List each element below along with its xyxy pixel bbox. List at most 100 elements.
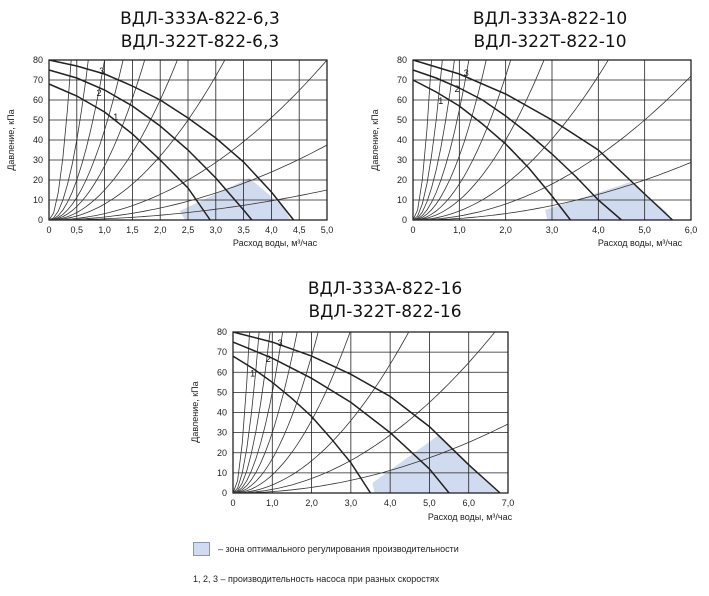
x-tick-label: 4,0 (592, 225, 605, 235)
y-tick-label: 70 (397, 75, 407, 85)
x-axis-label: Расход воды, м³/час (233, 238, 318, 248)
pump-curve-label: 1 (250, 368, 255, 378)
pump-curve-label: 1 (438, 96, 443, 106)
pump-curve-label: 2 (97, 88, 102, 98)
plot-frame (412, 59, 692, 221)
resistance-curves (49, 60, 327, 220)
y-tick-label: 10 (397, 195, 407, 205)
x-tick-label: 1,5 (126, 225, 139, 235)
chart-title-line-2: ВДЛ-322Т-822-10 (473, 32, 627, 52)
optimal-zone-area (372, 434, 501, 493)
x-tick-label: 2,0 (154, 225, 167, 235)
x-tick-label: 4,0 (384, 498, 397, 508)
chart-title-line-1: ВДЛ-333А-822-6,3 (120, 9, 280, 29)
resistance-curves (233, 332, 508, 493)
y-tick-label: 20 (397, 175, 407, 185)
y-tick-label: 70 (33, 75, 43, 85)
y-tick-label: 80 (217, 327, 227, 337)
y-tick-label: 0 (402, 215, 407, 225)
resistance-curve (49, 60, 178, 220)
x-tick-label: 3,0 (210, 225, 223, 235)
resistance-curve (413, 60, 487, 220)
pump-curve-label: 2 (455, 84, 460, 94)
x-tick-label: 1,0 (98, 225, 111, 235)
y-tick-label: 30 (217, 428, 227, 438)
y-tick-label: 50 (33, 115, 43, 125)
resistance-curve (49, 189, 327, 220)
x-axis-label: Расход воды, м³/час (598, 238, 683, 248)
x-tick-label: 4,0 (265, 225, 278, 235)
x-axis-label: Расход воды, м³/час (428, 512, 513, 522)
resistance-curve (233, 332, 410, 493)
x-tick-label: 0 (410, 225, 415, 235)
x-tick-label: 7,0 (502, 498, 515, 508)
pump-curve-1 (412, 79, 572, 221)
resistance-curve (49, 60, 327, 220)
y-tick-label: 70 (217, 347, 227, 357)
x-tick-label: 3,5 (237, 225, 250, 235)
chart-title: ВДЛ-333А-822-16 ВДЛ-322Т-822-16 (260, 278, 510, 324)
y-tick-label: 40 (397, 135, 407, 145)
resistance-curve (233, 332, 319, 493)
pump-curve-2 (412, 69, 622, 221)
pump-curve-1 (232, 355, 372, 494)
resistance-curve (49, 144, 327, 220)
y-tick-label: 20 (217, 448, 227, 458)
legend-speeds-text: 1, 2, 3 – производительность насоса при … (193, 574, 440, 584)
resistance-curve (233, 332, 351, 493)
chart-title: ВДЛ-333А-822-10 ВДЛ-322Т-822-10 (425, 8, 675, 54)
x-tick-label: 1,0 (266, 498, 279, 508)
resistance-curve (49, 60, 106, 220)
resistance-curve (413, 162, 691, 220)
y-tick-label: 10 (33, 195, 43, 205)
y-tick-label: 30 (397, 155, 407, 165)
resistance-curve (413, 60, 512, 220)
chart-title-line-1: ВДЛ-333А-822-10 (472, 9, 628, 29)
legend-zone-swatch (193, 542, 210, 556)
y-tick-label: 80 (397, 55, 407, 65)
pump-curve-3 (48, 59, 295, 221)
x-tick-label: 6,0 (462, 498, 475, 508)
resistance-curve (233, 332, 284, 493)
resistance-curve (413, 60, 545, 220)
x-tick-label: 2,0 (499, 225, 512, 235)
x-tick-label: 3,0 (345, 498, 358, 508)
x-tick-label: 0 (230, 498, 235, 508)
pump-curve-label: 3 (464, 68, 469, 78)
legend-zone-text: – зона оптимального регулирования произв… (218, 544, 459, 554)
optimal-zone-area (545, 182, 673, 220)
x-tick-label: 2,5 (182, 225, 195, 235)
x-tick-label: 0,5 (71, 225, 84, 235)
y-tick-label: 40 (217, 408, 227, 418)
resistance-curve (413, 60, 470, 220)
y-tick-label: 0 (222, 488, 227, 498)
y-tick-label: 50 (397, 115, 407, 125)
y-tick-label: 30 (33, 155, 43, 165)
x-tick-label: 1,0 (453, 225, 466, 235)
pump-curve-label: 2 (266, 354, 271, 364)
y-tick-label: 60 (397, 95, 407, 105)
y-tick-label: 60 (217, 367, 227, 377)
optimal-zone-area (179, 178, 291, 220)
chart-title-line-2: ВДЛ-322Т-822-6,3 (120, 32, 280, 52)
x-tick-label: 5,0 (321, 225, 334, 235)
x-tick-label: 4,5 (293, 225, 306, 235)
chart-title-line-1: ВДЛ-333А-822-16 (307, 279, 463, 299)
pump-curve-label: 3 (99, 66, 104, 76)
pump-curve-2 (232, 341, 450, 494)
x-tick-label: 5,0 (423, 498, 436, 508)
y-tick-label: 60 (33, 95, 43, 105)
resistance-curve (233, 332, 298, 493)
pump-curve-3 (412, 59, 674, 221)
y-axis-label: Давление, кПа (190, 381, 200, 442)
resistance-curve (413, 75, 691, 220)
x-tick-label: 0 (46, 225, 51, 235)
y-axis-label: Давление, кПа (6, 109, 16, 170)
y-tick-label: 20 (33, 175, 43, 185)
resistance-curve (49, 60, 124, 220)
chart-title-line-2: ВДЛ-322Т-822-16 (308, 302, 462, 322)
chart-title: ВДЛ-333А-822-6,3 ВДЛ-322Т-822-6,3 (75, 8, 325, 54)
